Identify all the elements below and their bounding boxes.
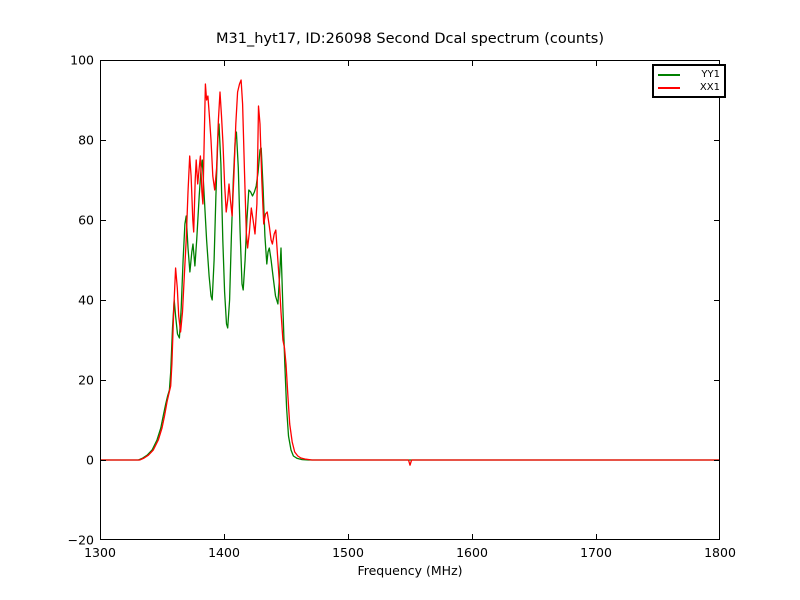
legend-item-yy1: YY1 <box>658 68 720 81</box>
y-tick-label: 80 <box>78 132 94 148</box>
x-axis-label: Frequency (MHz) <box>357 563 463 578</box>
x-tick-label: 1800 <box>704 545 736 560</box>
plot-area <box>100 60 720 540</box>
y-tick-label: 40 <box>78 292 94 308</box>
y-tick-label: 20 <box>78 372 94 388</box>
legend: YY1 XX1 <box>652 64 726 98</box>
x-tick-label: 1300 <box>84 545 116 560</box>
y-tick-label: 60 <box>78 212 94 228</box>
legend-label-yy1: YY1 <box>701 69 720 80</box>
legend-label-xx1: XX1 <box>699 82 720 93</box>
y-tick-label: 0 <box>86 452 94 468</box>
series-line-xx1 <box>100 79 720 466</box>
axes-frame <box>100 60 720 540</box>
series-line-yy1 <box>100 123 720 461</box>
yy1-line-sample <box>658 73 680 76</box>
x-tick-label: 1600 <box>456 545 488 560</box>
y-tick-label: 100 <box>70 52 94 68</box>
plot-title: M31_hyt17, ID:26098 Second Dcal spectrum… <box>215 31 605 47</box>
x-tick-label: 1700 <box>580 545 612 560</box>
y-tick-label: −20 <box>67 532 94 548</box>
x-tick-label: 1500 <box>332 545 364 560</box>
x-tick-label: 1400 <box>208 545 240 560</box>
legend-item-xx1: XX1 <box>658 81 720 94</box>
xx1-line-sample <box>658 86 680 89</box>
